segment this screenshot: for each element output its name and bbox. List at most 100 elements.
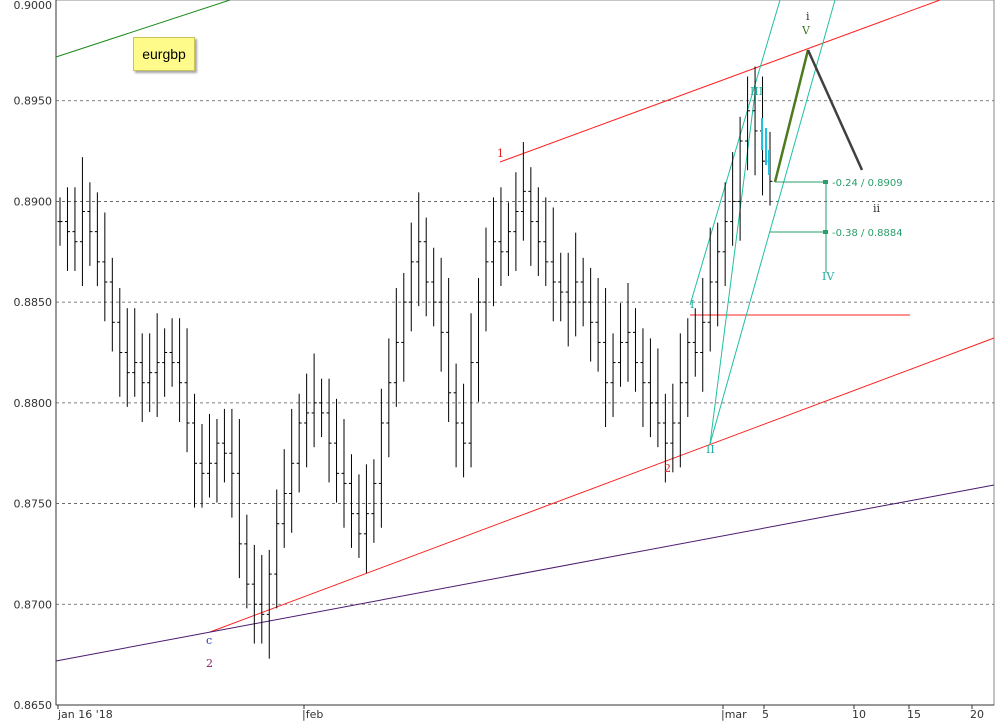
y-tick-label: 0.8750: [14, 498, 53, 511]
ohlc-bar: [752, 66, 758, 176]
red-lower-channel: [209, 337, 995, 633]
ohlc-bar: [498, 187, 504, 287]
wave-label-I: I: [690, 298, 694, 311]
wave-label-V: V: [801, 24, 811, 37]
x-axis-ticks: jan 16 '18 |feb |mar 5 10 15 20: [57, 705, 984, 721]
wave-label-2-purple: 2: [206, 657, 213, 670]
ohlc-bar: [124, 308, 130, 407]
ohlc-bar: [408, 222, 414, 332]
ohlc-bar: [319, 378, 325, 438]
ohlc-bar: [625, 283, 631, 382]
ohlc-bar: [662, 393, 668, 483]
ohlc-bars: [57, 66, 773, 659]
ohlc-bar: [169, 318, 175, 387]
ohlc-bar: [565, 252, 571, 347]
ohlc-bar: [57, 197, 63, 246]
purple-support-line: [55, 484, 995, 662]
ohlc-bar: [745, 76, 751, 171]
ohlc-bar: [371, 459, 377, 543]
ohlc-bar: [393, 288, 399, 407]
ohlc-bar: [244, 514, 250, 609]
ohlc-bar: [670, 383, 676, 473]
ohlc-bar: [535, 187, 541, 276]
green-trendline: [55, 0, 231, 58]
ohlc-bar: [87, 182, 93, 266]
ohlc-bar: [281, 449, 287, 548]
ohlc-bar: [550, 207, 556, 322]
ohlc-bar: [655, 348, 661, 448]
wave-labels: 1 2 c 2 I II III IV V i ii: [206, 10, 881, 670]
ohlc-bar: [640, 328, 646, 428]
ohlc-bar: [700, 277, 706, 392]
ohlc-bar: [580, 257, 586, 327]
ohlc-bar: [117, 288, 123, 397]
ohlc-bar: [505, 202, 511, 276]
ohlc-bar: [737, 116, 743, 241]
ohlc-bar: [618, 303, 624, 387]
y-tick-label: 0.8800: [14, 397, 53, 410]
ohlc-bar: [573, 232, 579, 337]
ohlc-bar: [311, 353, 317, 448]
ohlc-bar: [528, 167, 534, 266]
ohlc-bar: [543, 197, 549, 287]
ohlc-bar: [192, 393, 198, 508]
ohlc-bar: [139, 333, 145, 422]
ohlc-bar: [184, 328, 190, 453]
ohlc-bar: [588, 267, 594, 362]
ohlc-bar: [677, 333, 683, 468]
ohlc-bar: [476, 277, 482, 402]
y-tick-label: 0.8850: [14, 296, 53, 309]
ohlc-bar: [363, 464, 369, 574]
ohlc-bar: [431, 247, 437, 327]
ohlc-bar: [647, 338, 653, 438]
ohlc-bar: [490, 197, 496, 307]
cyan-channel-left: [689, 0, 781, 306]
ohlc-bar: [296, 393, 302, 493]
ohlc-bar: [251, 544, 257, 644]
ohlc-bar: [603, 288, 609, 428]
ohlc-bar: [468, 313, 474, 468]
ohlc-bar: [483, 227, 489, 332]
ohlc-bar: [326, 378, 332, 483]
wave-label-IV: IV: [822, 270, 835, 283]
ohlc-bar: [229, 408, 235, 518]
ohlc-bar: [348, 454, 354, 548]
ohlc-bar: [558, 252, 564, 322]
ohlc-bar: [386, 338, 392, 458]
ohlc-bar: [341, 418, 347, 528]
ohlc-bar: [266, 549, 272, 659]
ohlc-bar: [72, 187, 78, 271]
ohlc-bar: [520, 142, 526, 241]
ohlc-bar: [707, 227, 713, 352]
y-tick-label: 0.9000: [14, 0, 53, 12]
y-tick-label: 0.8650: [14, 699, 53, 712]
ohlc-bar: [154, 313, 160, 417]
wave-label-ii: ii: [873, 202, 881, 215]
fib-marker-1: [823, 230, 828, 234]
ohlc-bar: [177, 318, 183, 422]
projection-up: [773, 49, 810, 183]
ohlc-bar: [416, 192, 422, 307]
x-tick-label: 5: [762, 708, 769, 721]
ohlc-bar: [632, 308, 638, 392]
ohlc-bar: [236, 418, 242, 579]
fib-label-1: -0.38 / 0.8884: [832, 228, 903, 239]
ohlc-bar: [722, 182, 728, 287]
ohlc-bar: [610, 333, 616, 417]
y-axis-ticks: 0.9000 0.8950 0.8900 0.8850 0.8800 0.8750 0.87…: [14, 0, 53, 712]
x-tick-label: |mar: [721, 708, 747, 721]
ohlc-bar: [356, 474, 362, 558]
x-tick-label: |feb: [302, 708, 323, 721]
ohlc-bar: [274, 489, 280, 609]
cyan-channel-right: [709, 0, 836, 445]
fib-label-0: -0.24 / 0.8909: [832, 178, 903, 189]
ohlc-bar: [162, 328, 168, 397]
grid: [56, 100, 994, 605]
cyan-bars: [761, 118, 770, 175]
ohlc-bar: [401, 272, 407, 382]
ohlc-bar: [453, 363, 459, 468]
ohlc-bar: [94, 192, 100, 287]
ohlc-bar: [199, 424, 205, 508]
ohlc-bar: [685, 318, 691, 417]
y-tick-label: 0.8900: [14, 195, 53, 208]
